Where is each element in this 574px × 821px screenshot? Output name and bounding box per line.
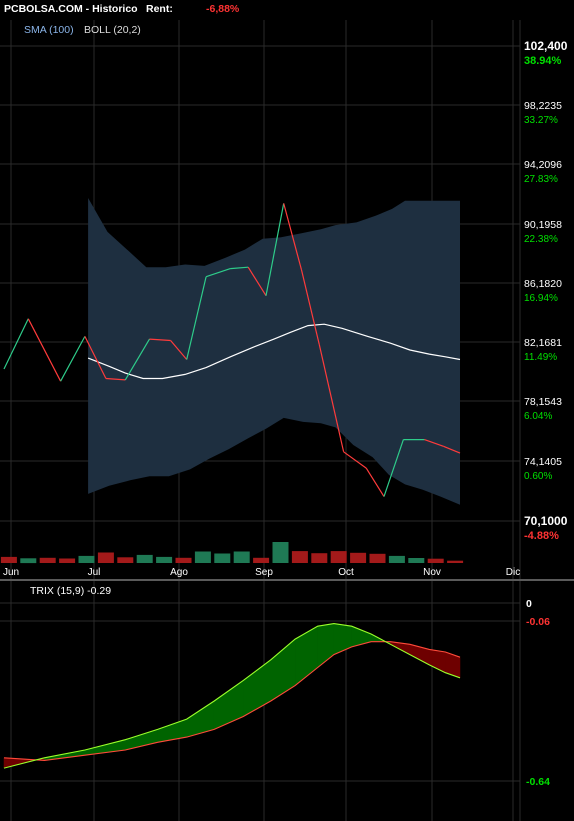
volume-bar	[311, 553, 328, 563]
price-segment	[443, 445, 461, 454]
price-segment	[170, 340, 188, 360]
price-segment	[105, 377, 126, 381]
price-segment	[27, 318, 62, 382]
volume-bar	[117, 557, 134, 563]
trix-line	[3, 623, 461, 769]
price-tick-label: 102,400	[524, 39, 568, 53]
trix-tick-label: -0.06	[526, 616, 550, 628]
volume-bar	[330, 551, 347, 563]
volume-bar	[194, 551, 211, 563]
pct-tick-label: 38.94%	[524, 55, 562, 67]
price-tick-label: 74,1405	[524, 456, 562, 468]
price-segment	[343, 451, 367, 469]
price-tick-label: 86,1820	[524, 278, 562, 290]
price-tick-label: 94,2096	[524, 159, 562, 171]
pct-tick-label: 6.04%	[524, 411, 552, 422]
volume-bar	[59, 558, 76, 563]
price-segment	[124, 338, 151, 381]
volume-bar	[272, 542, 289, 563]
x-tick-label: Dic	[506, 567, 520, 578]
trix-y-axis: 0 -0.06 -0.64	[526, 598, 550, 788]
volume-bar	[20, 558, 37, 564]
volume-bar	[233, 551, 250, 563]
trix-tick-label: 0	[526, 598, 532, 610]
price-segment	[365, 467, 385, 497]
trix-grid	[0, 602, 520, 782]
volume-bar	[78, 555, 95, 563]
x-axis: Jun Jul Ago Sep Oct Nov Dic	[3, 567, 520, 578]
price-panel	[0, 198, 464, 564]
price-tick-label: 78,1543	[524, 396, 562, 408]
volume-bar	[427, 558, 444, 563]
sma-line	[87, 323, 461, 380]
site-title: PCBOLSA.COM - Historico	[4, 3, 138, 15]
price-segment	[84, 336, 107, 379]
x-tick-label: Ago	[170, 567, 188, 578]
price-tick-label: 90,1958	[524, 219, 562, 231]
sma-legend: SMA (100)	[24, 24, 74, 36]
price-segment	[265, 203, 285, 296]
trix-signal-line	[3, 641, 461, 761]
price-segment	[60, 336, 86, 382]
trix-tick-label: -0.64	[526, 776, 550, 788]
price-segment	[186, 276, 207, 360]
pct-tick-label: 33.27%	[524, 115, 558, 126]
volume-bar	[369, 553, 386, 563]
volume-bar	[253, 557, 270, 563]
price-segment	[300, 269, 320, 345]
price-tick-label: 98,2235	[524, 100, 562, 112]
price-y-axis: 102,400 38.94% 98,2235 33.27% 94,2096 27.83% 9…	[524, 39, 568, 542]
x-tick-label: Jul	[88, 567, 101, 578]
x-tick-label: Sep	[255, 567, 273, 578]
price-segment	[230, 266, 249, 270]
trix-title: TRIX (15,9) -0.29	[30, 585, 111, 597]
pct-tick-label: 22.38%	[524, 234, 558, 245]
pct-tick-label: 16.94%	[524, 293, 558, 304]
pct-tick-label: -4.88%	[524, 530, 559, 542]
x-tick-label: Nov	[423, 567, 441, 578]
pct-tick-label: 27.83%	[524, 174, 558, 185]
price-tick-label: 70,1000	[524, 514, 568, 528]
volume-bar	[447, 560, 464, 563]
price-tick-label: 82,1681	[524, 337, 562, 349]
price-segment	[3, 318, 29, 370]
volume-bar	[408, 558, 425, 563]
volume-bar	[156, 556, 173, 563]
volume-bar	[39, 557, 56, 563]
volume-bar	[350, 552, 367, 563]
volume-bar	[97, 552, 114, 563]
price-segment	[283, 203, 303, 271]
pct-tick-label: 11.49%	[524, 352, 557, 363]
price-segment	[318, 344, 345, 452]
pct-tick-label: 0.60%	[524, 471, 552, 482]
volume-bar	[291, 551, 308, 563]
rent-label: Rent:	[146, 3, 173, 15]
price-segment	[205, 268, 231, 278]
volume-bar	[214, 553, 231, 563]
price-segment	[149, 338, 171, 342]
price-segment	[383, 439, 404, 497]
volume-bar	[136, 554, 153, 563]
panel-separator	[0, 579, 574, 581]
x-tick-label: Oct	[338, 567, 354, 578]
volume-bar	[175, 557, 192, 563]
trix-panel	[3, 623, 461, 769]
bollinger-band	[88, 198, 460, 505]
rent-value: -6,88%	[206, 3, 240, 15]
volume-bar	[0, 556, 17, 563]
price-segment	[424, 439, 444, 447]
volume-bar	[388, 555, 405, 563]
price-segment	[247, 266, 267, 297]
x-tick-label: Jun	[3, 567, 19, 578]
boll-legend: BOLL (20,2)	[84, 24, 141, 36]
